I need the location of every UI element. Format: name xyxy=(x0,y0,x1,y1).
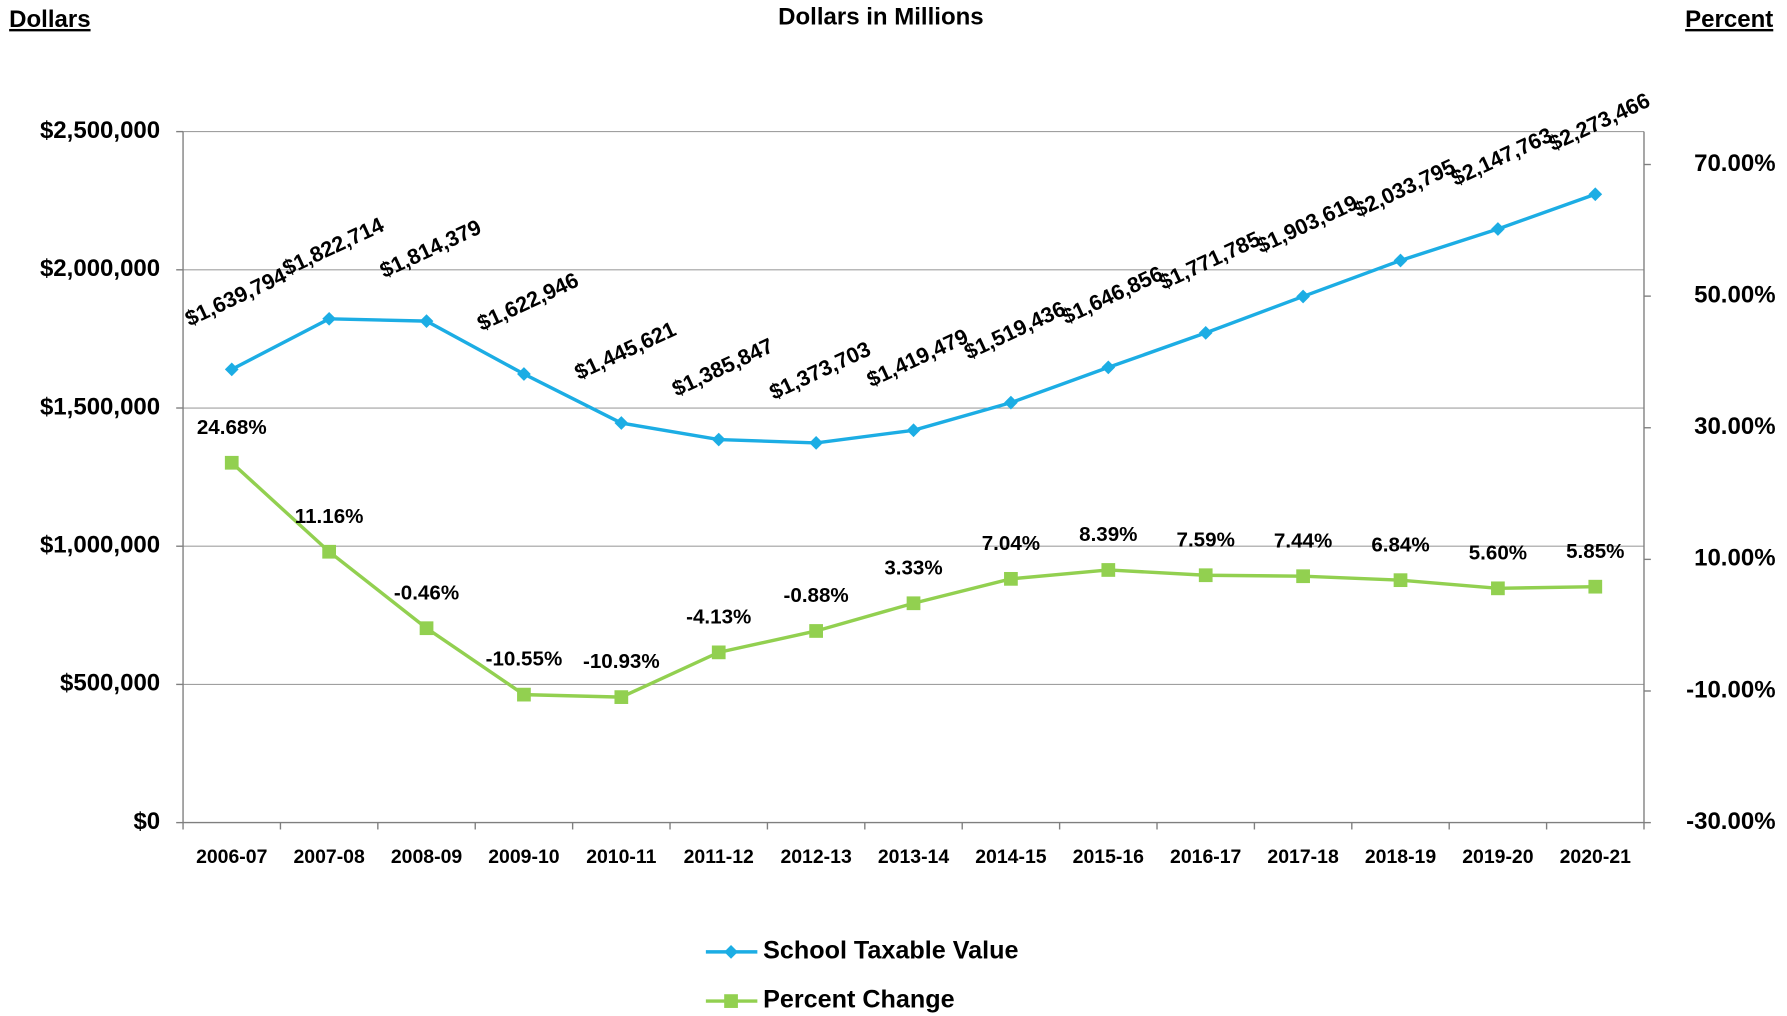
marker xyxy=(614,690,629,704)
marker xyxy=(1393,573,1408,588)
data-label: 6.84% xyxy=(1371,533,1429,556)
marker xyxy=(1101,563,1116,577)
marker xyxy=(1198,326,1213,340)
y2-tick-label: 70.00% xyxy=(1694,150,1775,177)
marker xyxy=(906,596,921,611)
x-tick-label: 2016-17 xyxy=(1170,846,1241,868)
data-label: $1,419,479 xyxy=(863,323,972,392)
y2-tick-label: 30.00% xyxy=(1694,413,1775,440)
marker xyxy=(322,544,337,559)
marker xyxy=(809,436,823,450)
marker xyxy=(809,624,823,638)
x-tick-label: 2010-11 xyxy=(586,846,656,868)
x-tick-label: 2013-14 xyxy=(878,846,950,868)
data-label: $1,519,436 xyxy=(960,296,1069,365)
data-label: $1,385,847 xyxy=(668,333,777,402)
marker xyxy=(1198,568,1213,583)
marker xyxy=(517,687,531,702)
x-tick-label: 2007-08 xyxy=(293,846,365,868)
marker xyxy=(419,621,434,636)
x-tick-label: 2017-18 xyxy=(1267,846,1339,868)
legend-label: Percent Change xyxy=(763,986,955,1014)
x-tick-label: 2009-10 xyxy=(488,846,560,868)
marker xyxy=(1588,187,1603,202)
data-label: 3.33% xyxy=(884,556,942,579)
marker xyxy=(1491,222,1505,236)
marker xyxy=(711,645,726,660)
y-tick-label: $1,500,000 xyxy=(40,393,160,420)
marker xyxy=(419,314,434,328)
x-tick-label: 2020-21 xyxy=(1560,846,1632,868)
y2-tick-label: 10.00% xyxy=(1694,545,1775,572)
marker xyxy=(224,455,239,470)
data-label: $1,814,379 xyxy=(376,214,485,283)
data-label: 5.60% xyxy=(1469,541,1527,564)
marker xyxy=(724,945,738,959)
marker xyxy=(724,994,738,1008)
x-tick-label: 2018-19 xyxy=(1365,846,1437,868)
data-label: $1,622,946 xyxy=(473,267,582,336)
x-tick-label: 2014-15 xyxy=(975,846,1047,868)
y-tick-label: $2,000,000 xyxy=(40,255,160,282)
data-label: -10.93% xyxy=(583,650,660,673)
data-label: -0.46% xyxy=(394,581,459,604)
data-label: 24.68% xyxy=(197,416,267,439)
x-tick-label: 2006-07 xyxy=(196,846,267,868)
marker xyxy=(711,432,726,447)
data-label: $1,903,619 xyxy=(1252,190,1361,259)
data-label: -0.88% xyxy=(784,584,849,607)
marker xyxy=(517,367,531,381)
marker xyxy=(1004,395,1018,410)
marker xyxy=(1491,581,1505,596)
x-tick-label: 2008-09 xyxy=(391,846,463,868)
marker xyxy=(322,311,337,326)
data-label: $2,273,466 xyxy=(1545,87,1654,156)
y-tick-label: $2,500,000 xyxy=(40,117,160,144)
marker xyxy=(906,423,921,438)
marker xyxy=(1588,579,1603,594)
data-label: $1,646,856 xyxy=(1058,261,1167,330)
data-label: $2,147,763 xyxy=(1447,122,1556,191)
x-tick-label: 2011-12 xyxy=(684,846,754,868)
series-line xyxy=(230,461,1596,699)
data-label: 11.16% xyxy=(295,505,364,528)
data-label: 7.44% xyxy=(1274,529,1332,552)
x-tick-label: 2019-20 xyxy=(1462,846,1534,868)
data-label: $1,373,703 xyxy=(765,336,874,405)
data-label: -4.13% xyxy=(686,605,751,628)
data-label: 7.04% xyxy=(982,532,1040,555)
y2-tick-label: -10.00% xyxy=(1686,676,1775,703)
data-label: $1,771,785 xyxy=(1155,226,1264,295)
marker xyxy=(224,362,239,377)
legend-label: School Taxable Value xyxy=(763,937,1018,965)
data-label: 8.39% xyxy=(1079,523,1137,546)
data-label: $1,639,794 xyxy=(181,263,290,332)
data-label: $2,033,795 xyxy=(1350,154,1459,223)
data-label: -10.55% xyxy=(486,648,563,671)
y2-tick-label: 50.00% xyxy=(1694,281,1775,308)
marker xyxy=(1393,253,1408,268)
data-label: 5.85% xyxy=(1566,540,1624,563)
x-tick-label: 2015-16 xyxy=(1073,846,1145,868)
marker xyxy=(1004,571,1018,586)
y-tick-label: $500,000 xyxy=(60,670,160,697)
marker xyxy=(614,416,629,430)
marker xyxy=(1296,569,1310,584)
y-tick-label: $1,000,000 xyxy=(40,532,160,559)
data-label: $1,445,621 xyxy=(571,316,680,385)
data-label: 7.59% xyxy=(1177,528,1235,551)
marker xyxy=(1101,360,1116,375)
x-tick-label: 2012-13 xyxy=(780,846,852,868)
y-axis-label: Dollars xyxy=(9,6,90,33)
y2-axis-label: Percent xyxy=(1685,6,1773,33)
marker xyxy=(1296,289,1310,304)
y2-tick-label: -30.00% xyxy=(1686,808,1775,835)
y-tick-label: $0 xyxy=(133,808,160,835)
chart-title: Dollars in Millions xyxy=(778,4,984,31)
